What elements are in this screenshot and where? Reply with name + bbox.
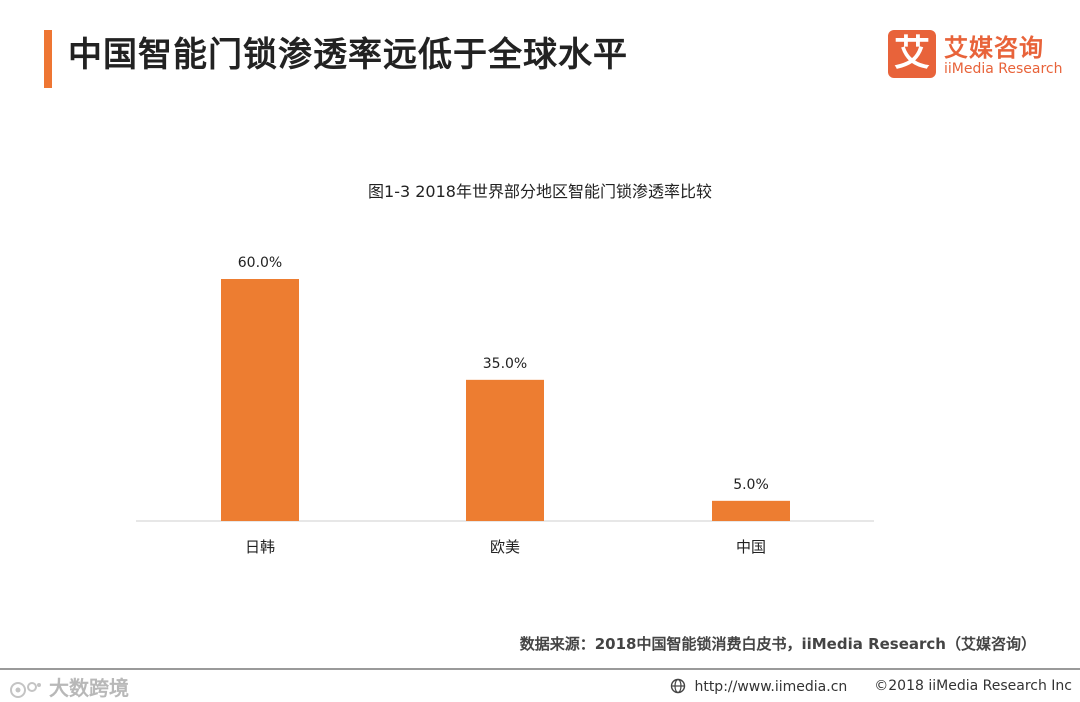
bar bbox=[712, 500, 790, 521]
chart-title: 图1-3 2018年世界部分地区智能门锁渗透率比较 bbox=[368, 182, 712, 201]
footer-url[interactable]: http://www.iimedia.cn bbox=[670, 678, 847, 695]
bar bbox=[466, 379, 544, 521]
category-label: 欧美 bbox=[490, 538, 520, 556]
category-label: 中国 bbox=[736, 538, 766, 556]
globe-icon bbox=[670, 678, 686, 694]
title-accent-bar bbox=[44, 30, 52, 88]
watermark: 大数跨境 bbox=[8, 672, 129, 701]
weibo-eye-icon bbox=[10, 681, 41, 698]
logo-badge: 艾 bbox=[888, 30, 936, 78]
footer-divider bbox=[0, 668, 1080, 670]
data-label: 60.0% bbox=[238, 255, 282, 271]
category-label: 日韩 bbox=[245, 538, 275, 556]
bar bbox=[221, 279, 299, 521]
logo-name-cn: 艾媒咨询 bbox=[944, 34, 1044, 62]
footer-url-text[interactable]: http://www.iimedia.cn bbox=[694, 679, 848, 695]
data-label: 5.0% bbox=[733, 477, 769, 493]
data-source: 数据来源：2018中国智能锁消费白皮书，iiMedia Research（艾媒咨… bbox=[519, 635, 1036, 653]
data-label: 35.0% bbox=[483, 356, 527, 372]
logo-name-en: iiMedia Research bbox=[944, 61, 1063, 77]
watermark-text: 大数跨境 bbox=[48, 676, 129, 700]
bar-chart: 60.0% 日韩 35.0% 欧美 5.0% 中国 bbox=[136, 255, 874, 556]
brand-logo: 艾 艾媒咨询 iiMedia Research bbox=[888, 30, 1063, 82]
page-title: 中国智能门锁渗透率远低于全球水平 bbox=[68, 35, 628, 75]
footer-copyright: ©2018 iiMedia Research Inc bbox=[874, 678, 1072, 694]
